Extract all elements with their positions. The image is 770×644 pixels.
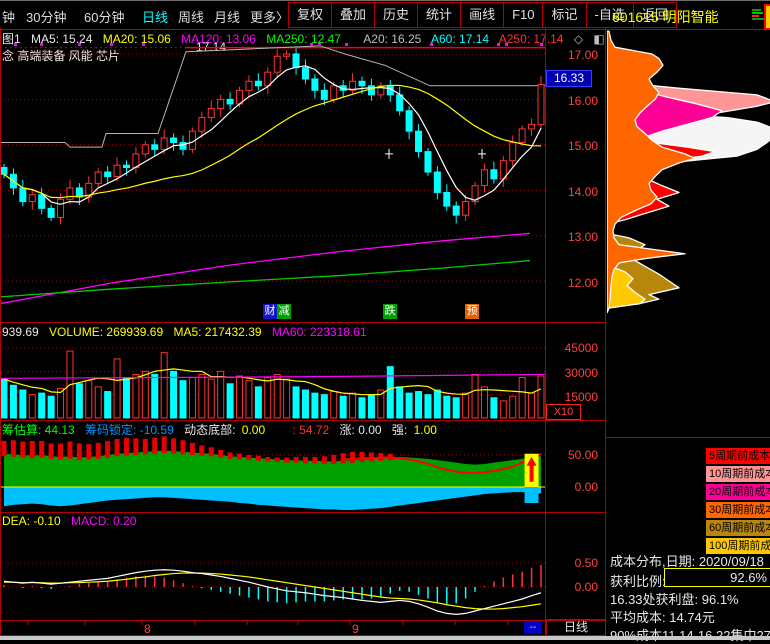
remove-watchlist-button[interactable]: -自选 (585, 2, 633, 28)
xaxis-bottom-border (0, 635, 606, 636)
profit-ratio-label: 获利比例: (610, 574, 666, 589)
tab-weekly[interactable]: 周线 (178, 10, 205, 25)
pane-divider-volume (0, 322, 606, 323)
overlay-button[interactable]: 叠加 (331, 2, 375, 28)
dynamic-bottom-value: 0.00 (241, 423, 266, 437)
return-button[interactable]: 返回 (632, 2, 677, 28)
price-label-16: 16.00 (567, 94, 598, 108)
ma250-value: MA250: 12.47 (266, 32, 341, 46)
profit-at-price: 16.33处获利盘: 96.1% (610, 592, 739, 607)
statistics-button[interactable]: 统计 (417, 2, 461, 28)
price-label-17: 17.00 (567, 48, 598, 62)
edge-button-cut[interactable] (764, 4, 770, 30)
profit-ratio-value: 92.6% (664, 568, 770, 587)
average-cost: 平均成本: 14.74元 (610, 610, 715, 625)
stock-name: 明阳智能 (662, 9, 719, 25)
vol-label-45000: 45000 (564, 341, 598, 355)
badge-finance[interactable]: 财 (263, 304, 277, 319)
mark-button[interactable]: 标记 (542, 2, 586, 28)
legend-100-period: 100周期前成本 (706, 538, 770, 554)
strength-label: 强: (391, 423, 408, 437)
toolbar: 钟 30分钟 60分钟 日线 周线 月线 更多〉 复权 叠加 历史 统计 画线 … (0, 0, 770, 30)
price-label-15: 15.00 (567, 139, 598, 153)
legend-30-period: 30周期前成本 (706, 502, 770, 518)
taskbar-edge (0, 636, 770, 640)
ma5-value: MA5: 15.24 (31, 32, 93, 46)
stock-code: 601615 (612, 9, 659, 25)
period-indicator[interactable]: 日线 (546, 619, 606, 636)
ma120-value: MA120: 13.06 (181, 32, 256, 46)
dea-value: DEA: -0.10 (2, 514, 61, 528)
diamond-icon[interactable]: ◇ (573, 32, 584, 46)
chart-label: 图1 (2, 32, 21, 46)
a250-value: A250: 17.14 (498, 32, 564, 46)
xaxis-top-border (0, 620, 606, 621)
xaxis-label-8: 8 (144, 622, 151, 636)
panel-info-border (605, 437, 770, 438)
cost-concentration: 90%成本11.14-16.22集中27.5 (610, 625, 770, 644)
price-label-12: 12.00 (567, 276, 598, 290)
tab-monthly[interactable]: 月线 (214, 10, 241, 25)
macd-label-000: 0.00 (574, 580, 598, 594)
stock-title: 601615 明阳智能 (612, 7, 719, 27)
volume-multiplier-box: X10 (546, 404, 581, 420)
dynamic-bottom-label: 动态底部: (184, 423, 236, 437)
vol-label-15000: 15000 (564, 390, 598, 404)
macd-values-row: DEA: -0.10 MACD: 0.20 (2, 514, 143, 528)
cost-distribution-date: 成本分布,日期: 2020/09/18 (610, 554, 764, 569)
pane-divider-macd (0, 512, 606, 513)
ma-values-row: 图1 MA5: 15.24 MA20: 15.06 MA120: 13.06 M… (2, 30, 612, 47)
border-chart-axis (545, 28, 546, 636)
xaxis-label-9: 9 (352, 622, 359, 636)
main-chart[interactable] (0, 28, 545, 636)
split-panel-icon[interactable]: ◧ (593, 32, 605, 46)
legend-5-period: 5周期前成本 (706, 448, 770, 464)
f10-button[interactable]: F10 (503, 2, 543, 28)
tab-60min[interactable]: 60分钟 (84, 10, 125, 25)
chip-estimate: 筹估算: 44.13 (2, 423, 75, 437)
chip-label-0: 0.00 (574, 480, 598, 494)
badge-reduce[interactable]: 减 (277, 304, 291, 319)
chip-extra-value: : 54.72 (292, 423, 330, 437)
volume-prev: 939.69 (2, 325, 39, 339)
restore-rights-button[interactable]: 复权 (288, 2, 332, 28)
badge-forecast[interactable]: 预 (465, 304, 479, 319)
chip-distribution-panel (607, 30, 770, 314)
a60-value: A60: 17.14 (431, 32, 490, 46)
a20-value: A20: 16.25 (363, 32, 422, 46)
legend-10-period: 10周期前成本 (706, 466, 770, 482)
border-axis-panel (605, 28, 606, 640)
price-label-14: 14.00 (567, 185, 598, 199)
concept-tags: 念 高端装备 风能 芯片 (2, 49, 121, 63)
macd-value: MACD: 0.20 (71, 514, 137, 528)
draw-line-button[interactable]: 画线 (460, 2, 504, 28)
badge-fall[interactable]: 跌 (383, 304, 397, 319)
xaxis-end-marker[interactable]: -- (524, 621, 542, 634)
strength-value: 1.00 (413, 423, 437, 437)
tab-more[interactable]: 更多〉 (250, 10, 290, 25)
legend-60-period: 60周期前成本 (706, 520, 770, 536)
rise-value: 涨: 0.00 (339, 423, 382, 437)
macd-label-050: 0.50 (574, 556, 598, 570)
chip-label-50: 50.00 (567, 448, 598, 462)
chip-locked: 筹码锁定: -10.59 (85, 423, 174, 437)
current-price-tag: 16.33 (546, 70, 592, 87)
tab-30min[interactable]: 30分钟 (26, 10, 67, 25)
price-label-13: 13.00 (567, 230, 598, 244)
border-left (0, 28, 1, 636)
history-button[interactable]: 历史 (374, 2, 418, 28)
signal-strength-icon (752, 9, 764, 20)
tab-daily[interactable]: 日线 (142, 10, 169, 25)
volume-value: VOLUME: 269939.69 (49, 325, 164, 339)
legend-20-period: 20周期前成本 (706, 484, 770, 500)
ma20-value: MA20: 15.06 (102, 32, 171, 46)
pane-divider-chip (0, 420, 606, 421)
tab-minute[interactable]: 钟 (2, 10, 16, 25)
toolbar-button-group: 复权 叠加 历史 统计 画线 F10 标记 -自选 返回 (288, 2, 677, 28)
vol-label-30000: 30000 (564, 366, 598, 380)
volume-values-row: 939.69 VOLUME: 269939.69 MA5: 217432.39 … (2, 325, 374, 339)
volume-ma5: MA5: 217432.39 (173, 325, 262, 339)
chip-values-row: 筹估算: 44.13 筹码锁定: -10.59 动态底部: 0.00 : 54.… (2, 421, 444, 438)
volume-ma60: MA60: 223318.61 (271, 325, 367, 339)
